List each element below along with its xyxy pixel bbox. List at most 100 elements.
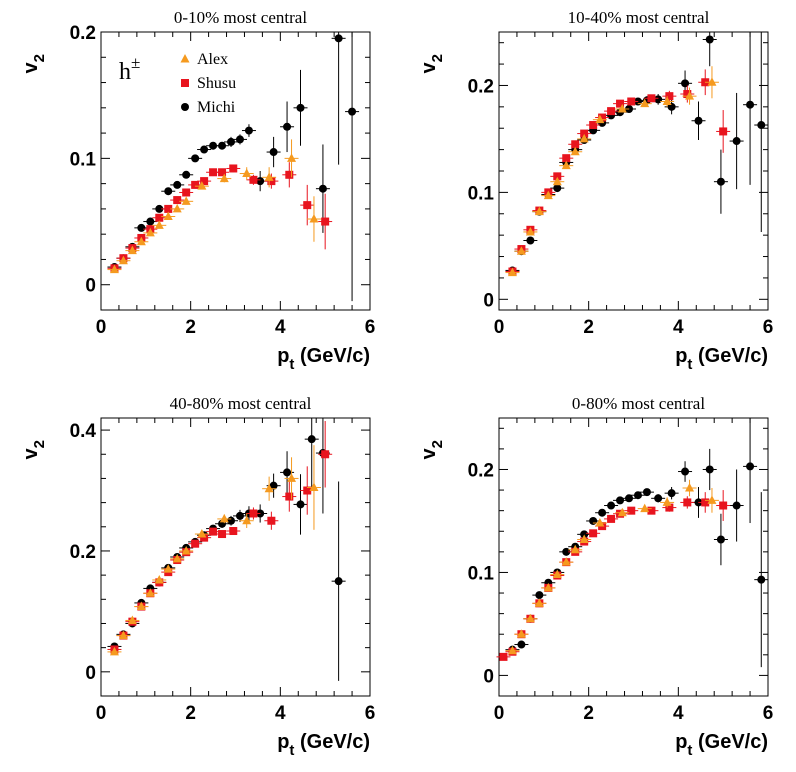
data-point-shusu <box>665 92 674 101</box>
data-point-michi <box>535 591 544 600</box>
data-point-alex <box>136 236 146 246</box>
data-point-alex <box>516 246 526 255</box>
data-point-alex <box>662 96 672 105</box>
data-point-shusu <box>701 498 710 507</box>
data-point-alex <box>707 495 717 504</box>
y-tick-label: 0 <box>85 276 96 297</box>
data-point-alex <box>525 613 535 623</box>
x-tick-label: 2 <box>583 703 594 724</box>
data-point-michi <box>209 141 218 150</box>
y-axis-label: v2 <box>20 54 48 73</box>
data-point-shusu <box>200 533 209 542</box>
data-point-alex <box>309 482 319 491</box>
series-michi <box>505 32 769 275</box>
data-point-michi <box>227 516 236 525</box>
data-point-michi <box>654 494 663 503</box>
data-point-alex <box>127 615 137 624</box>
data-point-shusu <box>267 177 276 186</box>
data-point-shusu <box>719 501 728 510</box>
legend-marker <box>181 103 189 111</box>
data-point-shusu <box>562 154 571 163</box>
data-point-michi <box>173 180 182 189</box>
data-point-shusu <box>229 164 238 173</box>
data-point-shusu <box>200 177 209 186</box>
plot-frame <box>498 31 769 311</box>
data-point-michi <box>716 177 725 186</box>
data-point-shusu <box>191 539 200 548</box>
data-point-michi <box>633 491 642 500</box>
data-point-shusu <box>571 140 580 149</box>
series-michi <box>505 418 769 668</box>
x-tick-label: 4 <box>673 703 684 724</box>
data-point-michi <box>200 145 209 154</box>
data-point-michi <box>227 137 236 146</box>
data-point-alex <box>219 173 229 183</box>
data-point-alex <box>662 497 672 506</box>
data-point-alex <box>264 483 274 493</box>
data-point-shusu <box>303 201 312 210</box>
data-point-michi <box>191 154 200 163</box>
data-point-michi <box>164 187 173 196</box>
data-point-alex <box>595 518 605 527</box>
data-point-michi <box>642 488 651 497</box>
y-axis-label: v2 <box>418 54 446 73</box>
x-tick-label: 2 <box>185 317 196 338</box>
data-point-alex <box>145 588 155 597</box>
data-point-alex <box>181 545 191 555</box>
y-tick-label: 0 <box>483 290 494 311</box>
data-point-shusu <box>173 196 182 205</box>
panel-4: 0 2 4 6 0 0.1 0.2 0-80% most central pt (GeV/c) v… <box>418 394 773 759</box>
data-point-alex <box>163 564 173 573</box>
data-point-michi <box>616 496 625 505</box>
data-point-alex <box>534 206 544 216</box>
data-point-alex <box>579 534 589 543</box>
y-axis-label: v2 <box>20 440 48 459</box>
x-tick-label: 6 <box>763 317 774 338</box>
data-point-michi <box>716 535 725 544</box>
series-alex <box>107 445 321 656</box>
x-tick-label: 0 <box>96 317 107 338</box>
data-point-michi <box>517 640 526 649</box>
panel-2: 0 2 4 6 0 0.1 0.2 10-40% most central pt (GeV/c)… <box>418 8 773 373</box>
data-point-shusu <box>607 107 616 116</box>
panel-title: 10-40% most central <box>568 8 710 27</box>
data-point-michi <box>580 530 589 539</box>
data-point-alex <box>136 601 146 611</box>
plot-frame <box>100 417 371 697</box>
data-point-alex <box>507 267 517 277</box>
data-point-shusu <box>607 514 616 523</box>
data-point-alex <box>219 513 229 523</box>
legend-label: Shusu <box>197 75 236 92</box>
data-point-shusu <box>683 90 692 99</box>
data-point-alex <box>154 220 164 229</box>
legend: Alex Shusu Michi <box>180 51 236 116</box>
y-tick-label: 0.1 <box>70 149 97 170</box>
series-shusu <box>505 69 731 276</box>
x-tick-label: 2 <box>185 703 196 724</box>
data-point-michi <box>283 468 292 477</box>
data-point-michi <box>732 137 741 146</box>
data-point-shusu <box>209 527 218 536</box>
x-tick-label: 0 <box>494 317 505 338</box>
data-point-shusu <box>218 530 227 539</box>
data-point-michi <box>746 100 755 109</box>
data-point-alex <box>109 646 119 656</box>
data-point-michi <box>296 103 305 112</box>
data-point-alex <box>561 557 571 566</box>
data-point-michi <box>681 79 690 88</box>
data-point-alex <box>685 483 695 492</box>
data-point-shusu <box>249 175 258 184</box>
data-point-shusu <box>647 94 656 103</box>
data-point-alex <box>579 133 589 143</box>
data-point-michi <box>334 34 343 43</box>
data-point-shusu <box>267 516 276 525</box>
x-tick-label: 6 <box>365 317 376 338</box>
y-tick-label: 0.4 <box>70 421 97 442</box>
particle-label: h± <box>119 53 140 85</box>
y-tick-label: 0.2 <box>70 542 96 563</box>
panel-1: 0 2 4 6 0 0.1 0.2 0-10% most central pt (GeV/c) v… <box>20 8 375 373</box>
data-point-michi <box>269 481 278 490</box>
data-point-alex <box>617 103 627 113</box>
data-point-shusu <box>719 127 728 136</box>
